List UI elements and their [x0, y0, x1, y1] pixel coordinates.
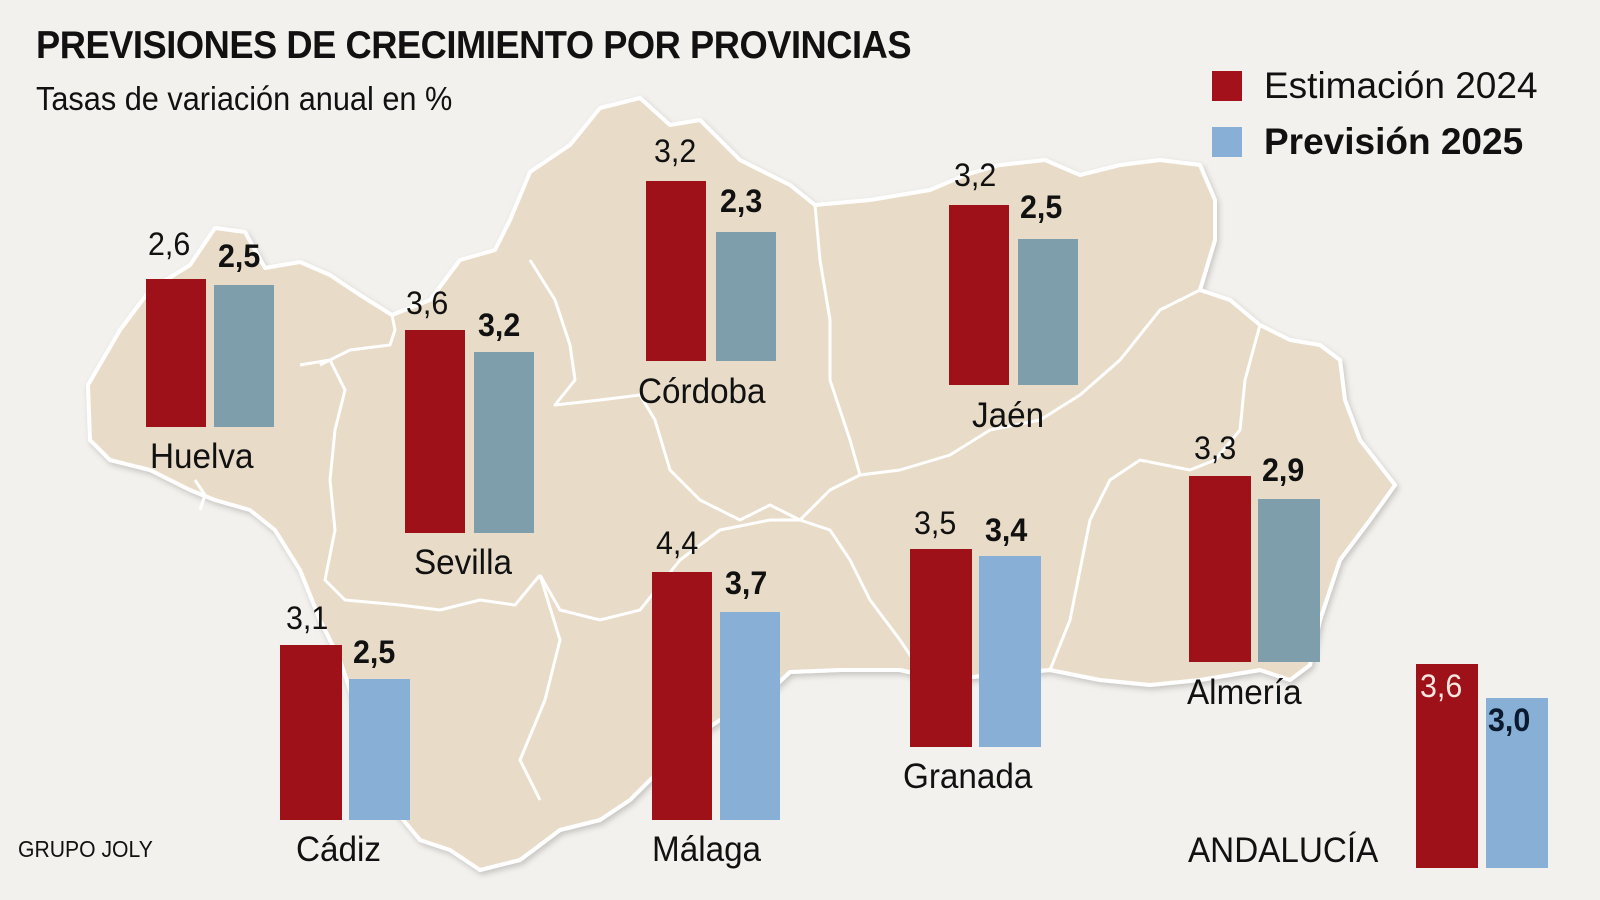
value-cordoba-2024: 3,2	[654, 133, 697, 169]
bar-sevilla-2024	[405, 330, 465, 533]
value-granada-2025: 3,4	[985, 512, 1028, 548]
province-label-almeria: Almería	[1187, 673, 1302, 712]
value-malaga-2025: 3,7	[725, 565, 768, 601]
bar-sevilla-2025	[474, 352, 534, 533]
value-sevilla-2025: 3,2	[478, 307, 521, 343]
bar-almeria-2025	[1258, 499, 1320, 662]
value-jaen-2025: 2,5	[1020, 189, 1063, 225]
total-label-andalucia: ANDALUCÍA	[1188, 831, 1379, 870]
bar-huelva-2025	[214, 285, 274, 427]
province-label-jaen: Jaén	[972, 396, 1045, 435]
legend-label-2024: Estimación 2024	[1264, 65, 1538, 106]
bar-jaen-2025	[1018, 239, 1078, 385]
bar-andalucia-2025	[1486, 698, 1548, 868]
value-huelva-2025: 2,5	[218, 238, 261, 274]
bar-malaga-2024	[652, 572, 712, 820]
value-andalucia-2024: 3,6	[1420, 668, 1463, 704]
bar-jaen-2024	[949, 205, 1009, 385]
value-andalucia-2025: 3,0	[1488, 702, 1531, 738]
province-label-cadiz: Cádiz	[296, 830, 382, 869]
bar-andalucia-2024	[1416, 664, 1478, 868]
bar-almeria-2024	[1189, 476, 1251, 662]
value-cadiz-2025: 2,5	[353, 634, 396, 670]
legend: Estimación 2024 Previsión 2025	[1212, 58, 1538, 170]
province-label-malaga: Málaga	[652, 830, 762, 869]
legend-swatch-red	[1212, 71, 1242, 101]
chart-subtitle: Tasas de variación anual en %	[36, 80, 453, 117]
value-cordoba-2025: 2,3	[720, 183, 763, 219]
bar-malaga-2025	[720, 612, 780, 820]
legend-swatch-blue	[1212, 127, 1242, 157]
legend-label-2025: Previsión 2025	[1264, 121, 1524, 162]
value-cadiz-2024: 3,1	[286, 600, 329, 636]
bar-huelva-2024	[146, 279, 206, 427]
province-label-huelva: Huelva	[150, 437, 254, 476]
bar-cadiz-2024	[280, 645, 342, 820]
credit-label: GRUPO JOLY	[18, 836, 153, 862]
value-sevilla-2024: 3,6	[406, 285, 449, 321]
province-label-sevilla: Sevilla	[414, 543, 512, 582]
province-label-cordoba: Córdoba	[638, 372, 766, 411]
province-label-granada: Granada	[903, 757, 1033, 796]
bar-cordoba-2024	[646, 181, 706, 361]
value-almeria-2024: 3,3	[1194, 430, 1237, 466]
bar-cordoba-2025	[716, 232, 776, 361]
value-granada-2024: 3,5	[914, 505, 957, 541]
value-malaga-2024: 4,4	[656, 525, 699, 561]
bar-granada-2025	[979, 556, 1041, 747]
bar-granada-2024	[910, 549, 972, 747]
province-borders	[193, 204, 1262, 801]
bar-cadiz-2025	[349, 679, 410, 820]
value-almeria-2025: 2,9	[1262, 452, 1305, 488]
chart-title: PREVISIONES DE CRECIMIENTO POR PROVINCIA…	[36, 24, 912, 67]
legend-item-2024: Estimación 2024	[1212, 58, 1538, 114]
value-jaen-2024: 3,2	[954, 157, 997, 193]
legend-item-2025: Previsión 2025	[1212, 114, 1538, 170]
value-huelva-2024: 2,6	[148, 226, 191, 262]
